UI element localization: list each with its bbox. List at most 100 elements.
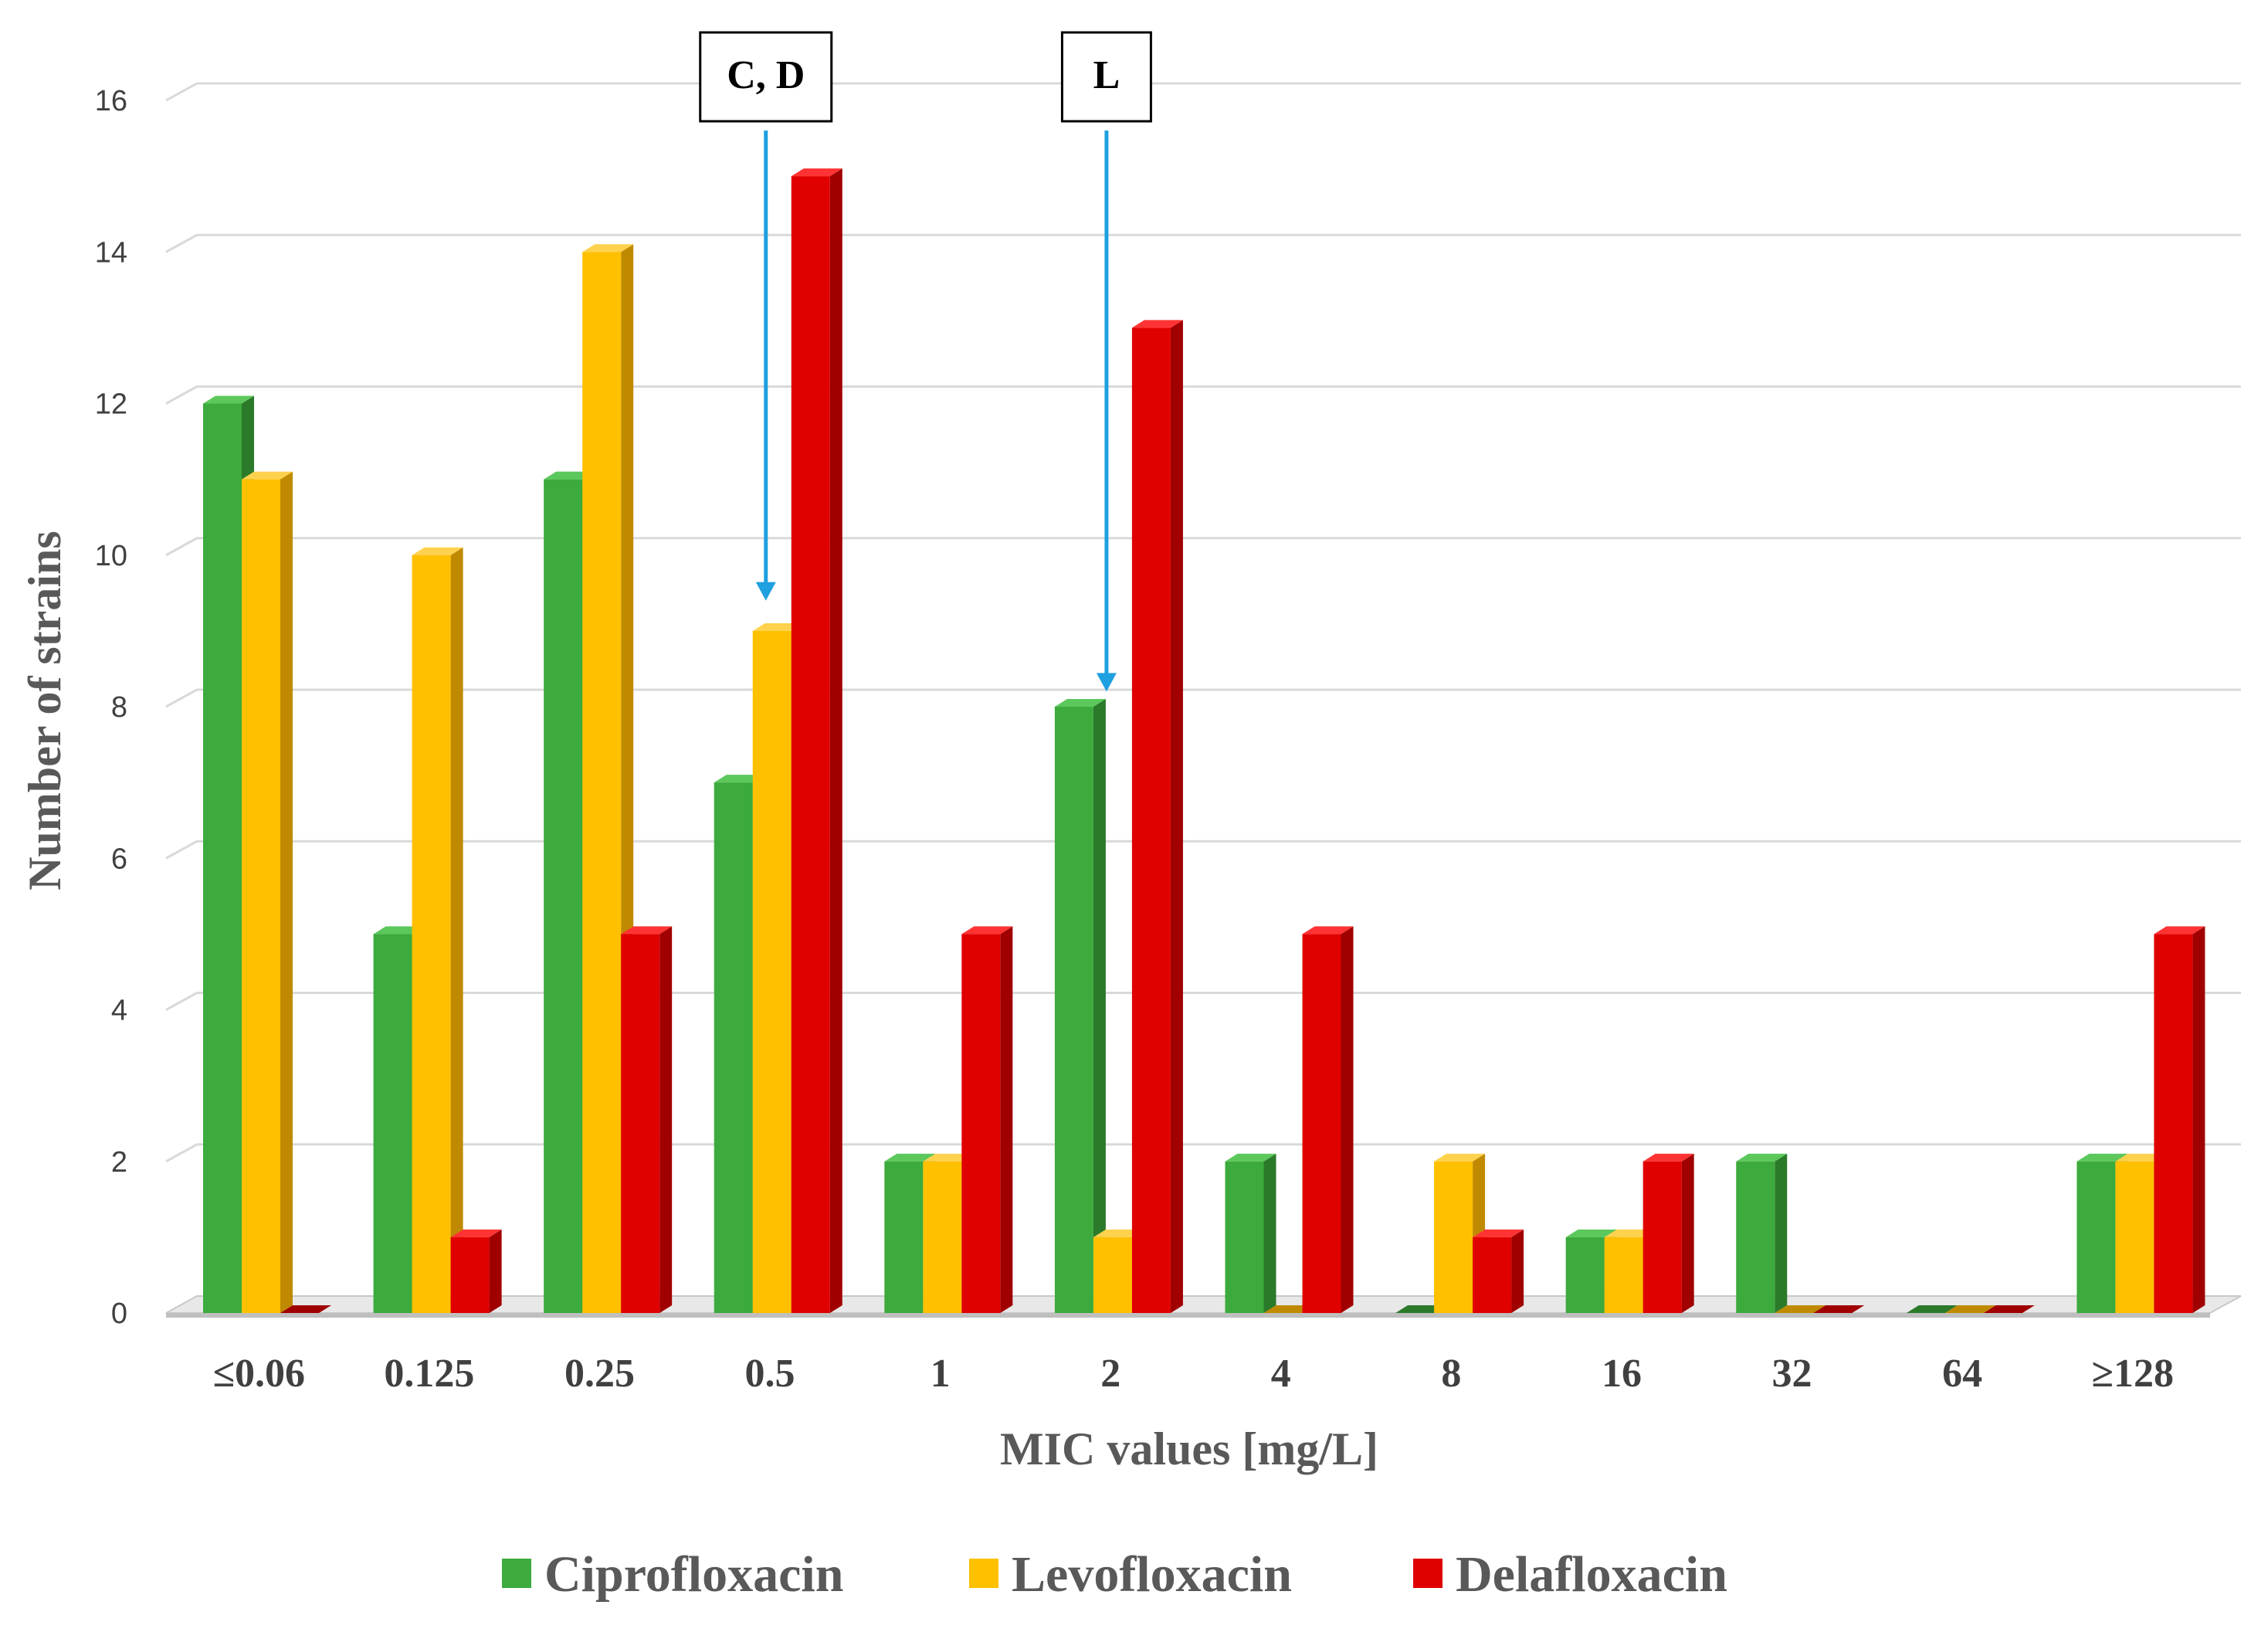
bar-front (1434, 1161, 1473, 1313)
bar-side (1681, 1153, 1694, 1313)
bar-delafloxacin-0 (280, 1305, 331, 1313)
bar-side (829, 168, 842, 1313)
bar-front (242, 479, 280, 1313)
x-tick-label: 1 (931, 1352, 951, 1396)
bar-levofloxacin-1 (412, 547, 463, 1313)
y-tick-label: 6 (111, 843, 127, 875)
y-tick-label: 0 (111, 1298, 127, 1330)
bar-front (450, 1237, 490, 1313)
bar-top (884, 1153, 936, 1162)
bar-delafloxacin-1 (450, 1229, 502, 1313)
bar-front (2154, 934, 2193, 1313)
legend: Ciprofloxacin Levofloxacin Delafloxacin (502, 1546, 1727, 1603)
x-tick-label: 0.5 (745, 1352, 795, 1396)
x-axis-title: MIC values [mg/L] (1000, 1423, 1378, 1474)
gridline-diag (165, 1143, 198, 1163)
y-axis-title: Number of strains (19, 531, 70, 891)
bar-side (1263, 1153, 1276, 1313)
x-tick-label: 0.25 (564, 1352, 635, 1396)
bar-front (1604, 1237, 1643, 1313)
bar-delafloxacin-7 (1473, 1229, 1524, 1313)
bar-front (1225, 1161, 1264, 1313)
bar-ciprofloxacin-10 (1906, 1305, 1958, 1313)
bar-levofloxacin-10 (1944, 1305, 1996, 1313)
legend-item-delafloxacin: Delafloxacin (1413, 1546, 1727, 1603)
bar-top (1736, 1153, 1788, 1162)
legend-swatch (969, 1559, 998, 1588)
bar-top (1225, 1153, 1276, 1162)
x-axis-ticks: ≤0.06 0.125 0.25 0.5 1 2 4 8 16 32 64 ≥128 (213, 1352, 2174, 1396)
bar-levofloxacin-5 (1093, 1229, 1144, 1313)
x-tick-label: ≤0.06 (213, 1352, 306, 1396)
annotation-box (1060, 31, 1152, 123)
y-axis-ticks: 0 2 4 6 8 10 12 14 16 (95, 85, 127, 1330)
bar-front (544, 479, 583, 1313)
bar-front (2115, 1161, 2154, 1313)
bar-side (280, 471, 293, 1313)
bar-side (659, 926, 673, 1313)
bar-top (621, 926, 673, 935)
bar-top (242, 471, 293, 480)
bar-zero (1395, 1305, 1447, 1313)
bar-front (752, 630, 792, 1313)
x-tick-label: 4 (1271, 1352, 1291, 1396)
bar-ciprofloxacin-7 (1395, 1305, 1447, 1313)
bar-delafloxacin-10 (1983, 1305, 2035, 1313)
bar-delafloxacin-5 (1131, 320, 1183, 1313)
bar-front (961, 934, 1001, 1313)
legend-label: Levofloxacin (1012, 1546, 1292, 1603)
gridline-diag (165, 385, 198, 405)
bar-front (1473, 1237, 1512, 1313)
bar-front (2076, 1161, 2116, 1313)
annotation-arrow-head (1096, 673, 1117, 692)
bar-top (2115, 1153, 2167, 1162)
bar-top (961, 926, 1013, 935)
bar-side (489, 1229, 502, 1313)
bar-front (1565, 1237, 1605, 1313)
bar-top (373, 926, 425, 935)
bar-top (752, 623, 804, 631)
bar-front (923, 1161, 962, 1313)
bar-front (791, 176, 830, 1313)
bar-delafloxacin-9 (1813, 1305, 1865, 1313)
bar-side (450, 547, 463, 1313)
bar-top (2076, 1153, 2128, 1162)
legend-label: Ciprofloxacin (544, 1546, 843, 1603)
annotation-arrow-head (755, 582, 776, 601)
annotation-box (699, 31, 833, 123)
bar-ciprofloxacin-9 (1736, 1153, 1788, 1313)
bar-zero (280, 1305, 331, 1313)
bar-top (1131, 320, 1183, 328)
y-tick-label: 8 (111, 691, 127, 724)
bar-top (1473, 1229, 1524, 1237)
bar-side (1170, 320, 1183, 1313)
bar-delafloxacin-4 (961, 926, 1013, 1313)
y-tick-label: 2 (111, 1146, 127, 1179)
legend-item-levofloxacin: Levofloxacin (969, 1546, 1292, 1603)
bar-front (884, 1161, 924, 1313)
bar-front (412, 555, 451, 1313)
gridline-diag (165, 688, 198, 708)
bar-zero (1906, 1305, 1958, 1313)
annotation-0: C, D (699, 31, 833, 601)
bar-front (621, 934, 660, 1313)
legend-swatch (502, 1559, 531, 1588)
bar-side (1341, 926, 1354, 1313)
bar-top (1434, 1153, 1486, 1162)
bar-front (582, 252, 622, 1313)
x-tick-label: 32 (1772, 1352, 1812, 1396)
x-tick-label: 8 (1441, 1352, 1461, 1396)
legend-item-ciprofloxacin: Ciprofloxacin (502, 1546, 843, 1603)
bar-front (373, 934, 412, 1313)
bar-top (1302, 926, 1354, 935)
bar-top (582, 244, 634, 253)
gridline-diag (165, 992, 198, 1011)
bar-levofloxacin-9 (1775, 1305, 1826, 1313)
bar-ciprofloxacin-6 (1225, 1153, 1276, 1313)
bar-top (544, 471, 595, 480)
bar-top (1604, 1229, 1656, 1237)
gridline-diag (165, 82, 198, 102)
y-tick-label: 14 (95, 236, 127, 269)
annotation-label: L (1093, 53, 1120, 97)
bar-top (2154, 926, 2205, 935)
